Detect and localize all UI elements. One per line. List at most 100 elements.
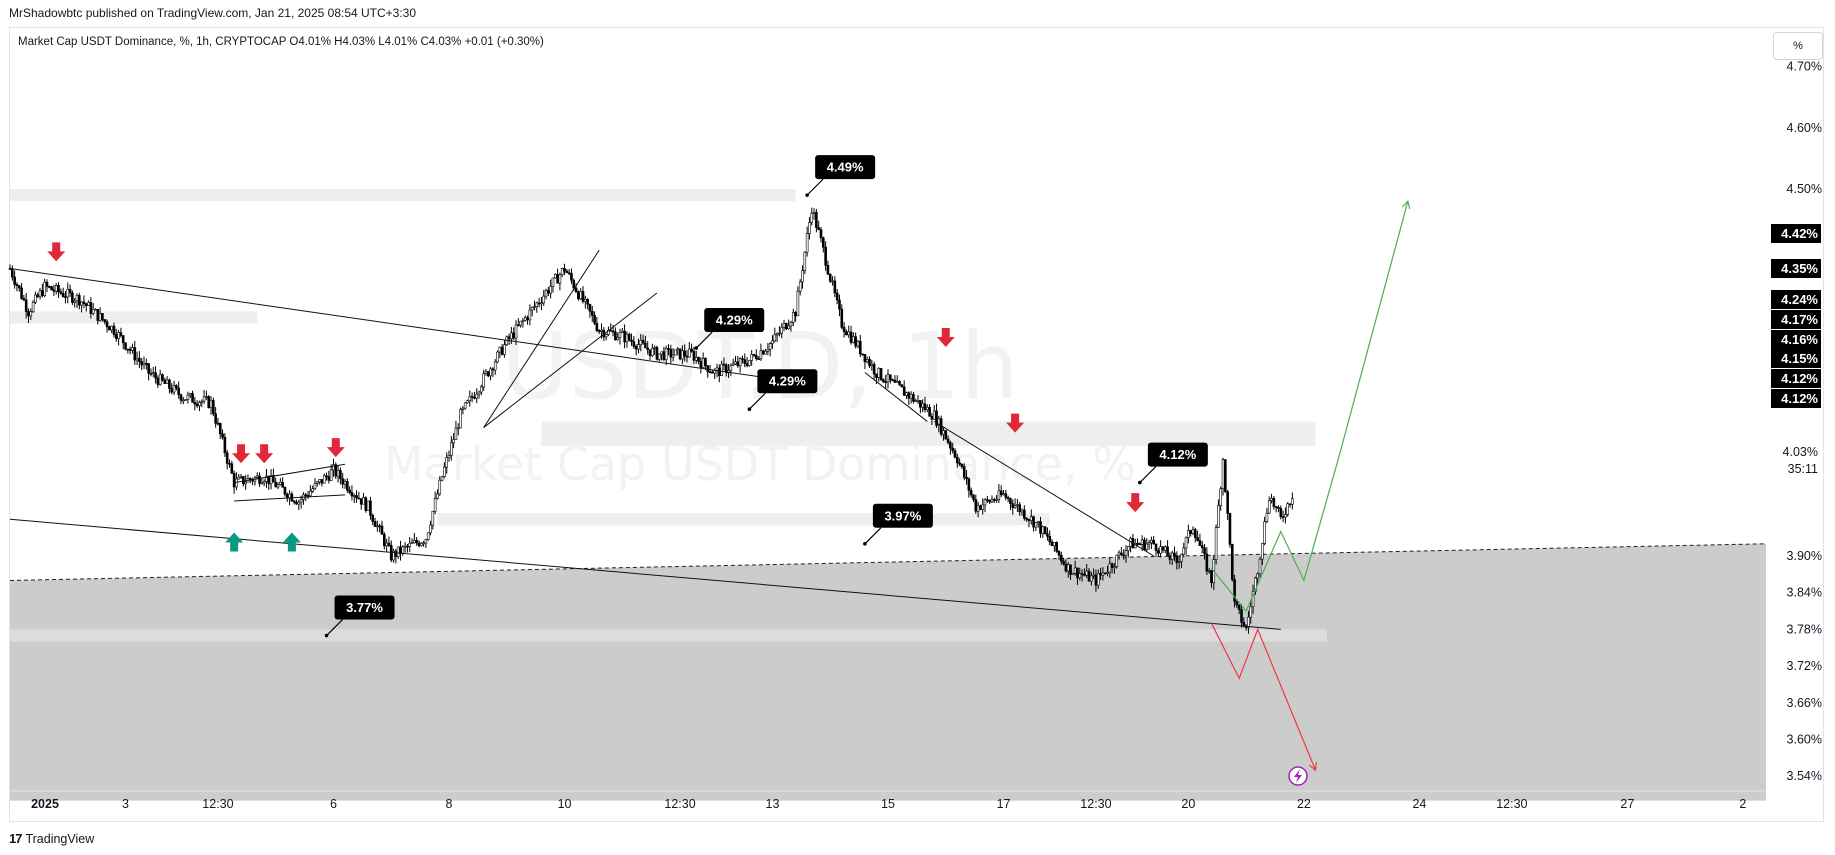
- price-axis[interactable]: 4.70% 4.60% 4.50% 3.90% 3.84% 3.78% 3.72% 3.66%…: [1771, 60, 1822, 784]
- lightning-icon[interactable]: [1288, 766, 1308, 786]
- candle: [1189, 529, 1192, 537]
- candle: [438, 476, 442, 496]
- candle-body: [704, 358, 707, 366]
- candle-body: [674, 349, 677, 356]
- candle-body: [239, 476, 243, 478]
- callout-dot: [805, 193, 809, 197]
- candle: [517, 318, 520, 327]
- candle-body: [244, 481, 247, 485]
- tradingview-logo-icon: 17: [9, 831, 23, 846]
- price-callout: 4.12%: [1138, 442, 1208, 485]
- candle: [944, 430, 948, 440]
- candle: [951, 442, 954, 454]
- percent-scale-button[interactable]: %: [1773, 32, 1823, 60]
- candle: [1191, 526, 1195, 536]
- candle: [694, 350, 698, 364]
- candle-body: [1103, 572, 1107, 575]
- candle-body: [1191, 529, 1195, 534]
- candle-body: [648, 349, 652, 356]
- candle-body: [1159, 546, 1162, 554]
- candle-body: [1263, 521, 1266, 544]
- candle-body: [482, 373, 485, 388]
- candle: [1219, 486, 1223, 511]
- candle-body: [983, 499, 987, 506]
- candle-body: [1101, 572, 1105, 576]
- candle-body: [586, 298, 589, 305]
- symbol-legend[interactable]: Market Cap USDT Dominance, %, 1h, CRYPTO…: [18, 36, 544, 48]
- candle-body: [1036, 521, 1040, 523]
- candle: [482, 369, 485, 391]
- candle: [551, 277, 555, 293]
- candle: [260, 478, 264, 485]
- candle-body: [584, 298, 587, 302]
- candle-body: [151, 372, 155, 374]
- candle: [697, 356, 700, 365]
- candle-body: [752, 354, 756, 356]
- candle-body: [925, 407, 929, 410]
- projection-arrowhead: [1308, 762, 1317, 772]
- candle-body: [503, 344, 506, 355]
- candle-body: [812, 211, 816, 214]
- candle: [523, 315, 527, 322]
- candle: [787, 319, 790, 330]
- candle: [664, 345, 668, 365]
- candle-body: [161, 374, 164, 381]
- candle: [138, 351, 141, 369]
- candle: [861, 353, 864, 356]
- candle-body: [493, 361, 497, 371]
- candle-body: [1029, 516, 1033, 521]
- up-arrow-icon: [225, 532, 244, 552]
- candle: [854, 332, 857, 349]
- candle-body: [1006, 497, 1010, 499]
- time-axis[interactable]: 2025 3 12:30 6 8 10 12:30 13 15 17 12:30 20 22 24 12:3…: [10, 790, 1766, 811]
- candle-body: [687, 348, 691, 358]
- candle-body: [653, 346, 656, 349]
- price-badge: 4.15%: [1771, 349, 1821, 368]
- candle: [87, 300, 90, 306]
- candle-body: [930, 416, 934, 420]
- candle-body: [858, 341, 862, 355]
- candle: [22, 294, 26, 302]
- candle: [618, 328, 622, 345]
- candle: [1110, 562, 1114, 574]
- candle: [560, 267, 564, 278]
- candle-body: [1115, 554, 1119, 567]
- candle-body: [1150, 539, 1153, 543]
- candle: [1161, 546, 1165, 554]
- candle-body: [172, 385, 176, 393]
- candle: [45, 279, 49, 292]
- candle-body: [1221, 459, 1225, 490]
- callout-leader: [748, 392, 766, 410]
- candle: [1184, 536, 1188, 555]
- candle: [221, 429, 224, 440]
- candle-body: [1124, 550, 1128, 557]
- candle: [1254, 576, 1257, 595]
- candle-body: [362, 497, 365, 505]
- candle: [962, 463, 966, 481]
- zone-left: [10, 311, 258, 324]
- candle-body: [900, 384, 904, 388]
- candle: [741, 355, 744, 364]
- candle-body: [1256, 573, 1259, 579]
- candle-body: [1096, 573, 1100, 586]
- candle-body: [593, 314, 596, 324]
- candle: [1217, 499, 1220, 529]
- candle: [798, 279, 802, 296]
- candle-body: [1002, 493, 1005, 496]
- candle-body: [1187, 530, 1190, 539]
- x-tick-label: 8: [446, 797, 453, 811]
- candle: [870, 359, 874, 371]
- candle-body: [348, 489, 351, 493]
- candle-body: [1184, 537, 1188, 549]
- candle-body: [61, 292, 65, 297]
- candle: [1180, 553, 1183, 568]
- candle-body: [699, 361, 703, 368]
- candle: [1147, 539, 1151, 550]
- candle: [52, 284, 56, 296]
- candle-body: [775, 333, 779, 336]
- candle-body: [976, 505, 980, 512]
- candle-body: [1090, 575, 1093, 582]
- candle-body: [313, 482, 317, 490]
- y-tick-label: 3.84%: [1787, 586, 1822, 600]
